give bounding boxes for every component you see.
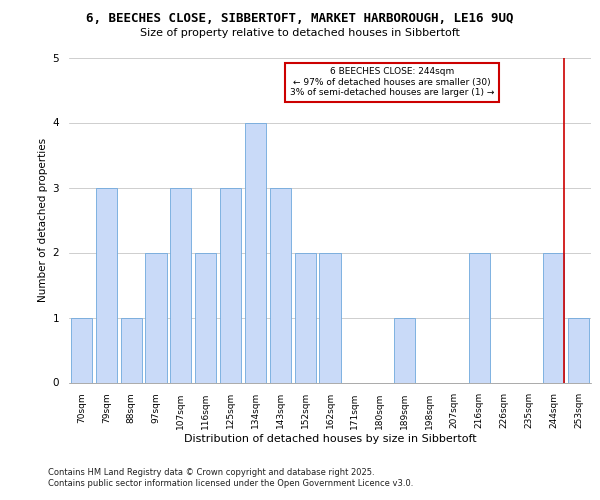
Bar [568, 318, 589, 382]
Text: 6, BEECHES CLOSE, SIBBERTOFT, MARKET HARBOROUGH, LE16 9UQ: 6, BEECHES CLOSE, SIBBERTOFT, MARKET HAR… [86, 12, 514, 26]
Bar [543, 252, 564, 382]
Bar [295, 252, 316, 382]
Bar [469, 252, 490, 382]
Bar [270, 188, 291, 382]
Bar [170, 188, 191, 382]
Bar [96, 188, 117, 382]
Bar [394, 318, 415, 382]
Y-axis label: Number of detached properties: Number of detached properties [38, 138, 49, 302]
Bar [245, 122, 266, 382]
Bar [145, 252, 167, 382]
Text: Size of property relative to detached houses in Sibbertoft: Size of property relative to detached ho… [140, 28, 460, 38]
Text: 6 BEECHES CLOSE: 244sqm
← 97% of detached houses are smaller (30)
3% of semi-det: 6 BEECHES CLOSE: 244sqm ← 97% of detache… [290, 67, 494, 97]
Bar [195, 252, 216, 382]
Bar [121, 318, 142, 382]
Bar [220, 188, 241, 382]
Text: Contains HM Land Registry data © Crown copyright and database right 2025.
Contai: Contains HM Land Registry data © Crown c… [48, 468, 413, 487]
Bar [71, 318, 92, 382]
Bar [319, 252, 341, 382]
X-axis label: Distribution of detached houses by size in Sibbertoft: Distribution of detached houses by size … [184, 434, 476, 444]
